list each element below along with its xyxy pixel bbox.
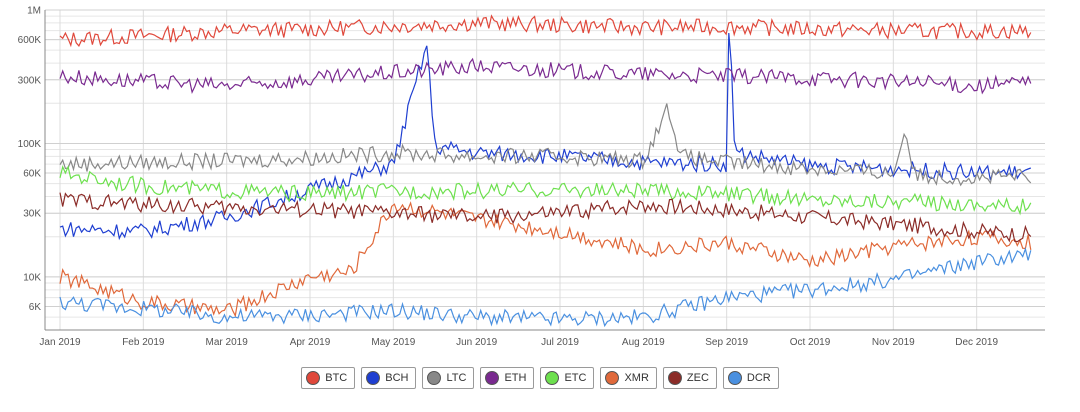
legend-item-xmr[interactable]: XMR <box>600 367 657 389</box>
series-line-xmr <box>59 201 1032 318</box>
series-lines <box>59 14 1032 328</box>
series-line-dcr <box>59 246 1032 328</box>
legend-label: DCR <box>746 372 771 384</box>
legend-label: ETH <box>504 372 527 384</box>
legend-label: LTC <box>446 372 467 384</box>
x-tick-label: Mar 2019 <box>206 337 249 348</box>
grid <box>45 9 1045 331</box>
legend-item-etc[interactable]: ETC <box>540 367 595 389</box>
legend-item-btc[interactable]: BTC <box>301 367 356 389</box>
y-tick-label: 10K <box>23 272 41 283</box>
legend-swatch <box>727 371 742 385</box>
legend-label: BTC <box>325 372 348 384</box>
x-tick-label: Jan 2019 <box>39 337 81 348</box>
y-tick-label: 30K <box>23 209 41 220</box>
series-line-bch <box>59 32 1032 241</box>
legend-label: XMR <box>624 372 649 384</box>
legend-swatch <box>366 371 381 385</box>
legend-label: ZEC <box>686 372 709 384</box>
series-line-etc <box>59 165 1032 216</box>
x-tick-label: Jul 2019 <box>541 337 579 348</box>
legend-item-ltc[interactable]: LTC <box>422 367 475 389</box>
series-line-zec <box>59 192 1032 243</box>
legend-swatch <box>605 371 620 385</box>
legend-item-eth[interactable]: ETH <box>480 367 535 389</box>
legend-swatch <box>427 371 442 385</box>
legend-label: BCH <box>385 372 409 384</box>
axes: 1M 600K 300K 100K 60K 30K 10K 6K Jan 2019 Feb 201… <box>18 6 1045 348</box>
series-line-btc <box>59 14 1032 48</box>
legend-item-dcr[interactable]: DCR <box>722 367 779 389</box>
legend-swatch <box>485 371 500 385</box>
x-tick-label: Aug 2019 <box>622 337 665 348</box>
legend-item-bch[interactable]: BCH <box>361 367 417 389</box>
x-tick-label: Oct 2019 <box>790 337 831 348</box>
legend-swatch <box>306 371 321 385</box>
x-tick-label: May 2019 <box>371 337 415 348</box>
line-chart: 1M 600K 300K 100K 60K 30K 10K 6K Jan 2019 Feb 201… <box>18 6 1045 348</box>
x-tick-label: Apr 2019 <box>290 337 331 348</box>
x-tick-label: Jun 2019 <box>456 337 498 348</box>
x-tick-label: Sep 2019 <box>705 337 748 348</box>
x-tick-label: Feb 2019 <box>122 337 165 348</box>
legend-label: ETC <box>564 372 587 384</box>
legend-swatch <box>545 371 560 385</box>
y-tick-label: 300K <box>18 75 42 86</box>
series-line-eth <box>59 57 1032 95</box>
x-tick-label: Nov 2019 <box>872 337 915 348</box>
y-tick-label: 6K <box>29 302 42 313</box>
y-tick-label: 100K <box>18 139 42 150</box>
y-tick-label: 1M <box>27 6 41 17</box>
series-line-ltc <box>59 103 1032 187</box>
legend-swatch <box>667 371 682 385</box>
y-tick-label: 60K <box>23 169 41 180</box>
y-tick-label: 600K <box>18 35 42 46</box>
legend: BTC BCH LTC ETH ETC XMR ZEC DCR <box>0 367 1080 389</box>
x-tick-label: Dec 2019 <box>955 337 998 348</box>
legend-item-zec[interactable]: ZEC <box>662 367 717 389</box>
